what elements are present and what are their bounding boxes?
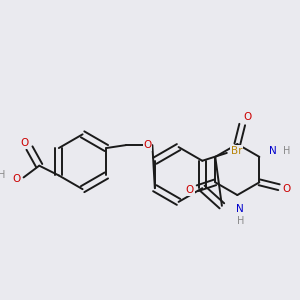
Text: N: N <box>269 146 277 156</box>
Text: N: N <box>236 204 244 214</box>
Text: O: O <box>13 174 21 184</box>
Text: O: O <box>243 112 251 122</box>
Text: O: O <box>20 138 29 148</box>
Text: O: O <box>143 140 152 150</box>
Text: H: H <box>0 170 6 181</box>
Text: H: H <box>283 146 290 156</box>
Text: H: H <box>237 215 244 226</box>
Text: Br: Br <box>231 146 242 156</box>
Text: O: O <box>283 184 291 194</box>
Text: O: O <box>186 185 194 195</box>
